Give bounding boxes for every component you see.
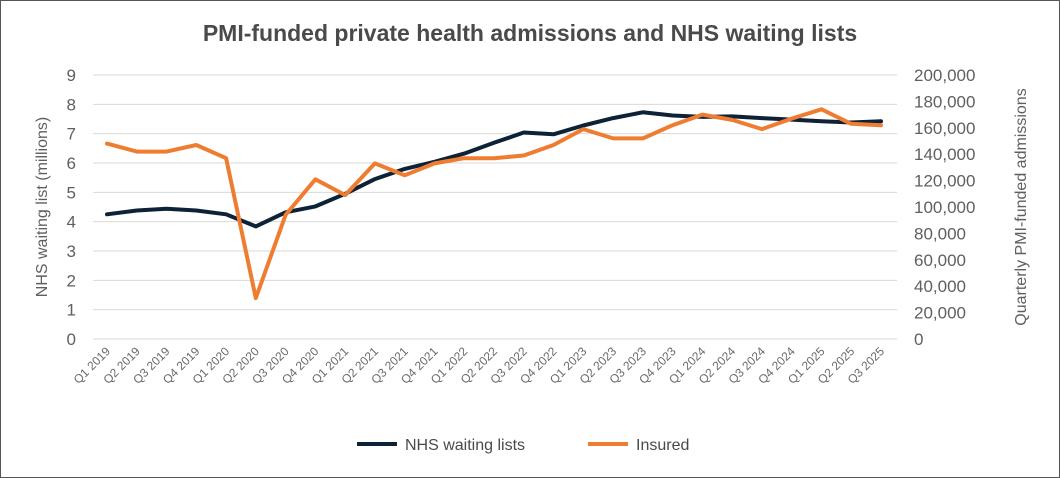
left-axis-ticks: 0 1 2 3 4 5 6 7 8 9 (67, 66, 76, 349)
right-tick-label: 140,000 (914, 145, 975, 164)
left-tick-label: 0 (67, 330, 76, 349)
right-tick-label: 60,000 (914, 251, 966, 270)
right-tick-label: 40,000 (914, 277, 966, 296)
right-tick-label: 20,000 (914, 304, 966, 323)
series-line-nhs-waiting-lists (105, 110, 883, 229)
right-axis-label: Quarterly PMI-funded admissions (1013, 88, 1030, 325)
right-tick-label: 160,000 (914, 119, 975, 138)
left-tick-label: 9 (67, 66, 76, 85)
left-tick-label: 8 (67, 95, 76, 114)
right-tick-label: 0 (914, 330, 923, 349)
right-tick-label: 180,000 (914, 92, 975, 111)
series-lines (105, 107, 883, 301)
left-tick-label: 1 (67, 301, 76, 320)
left-tick-label: 7 (67, 125, 76, 144)
left-tick-label: 6 (67, 154, 76, 173)
left-tick-label: 4 (67, 213, 76, 232)
gridlines (93, 74, 897, 340)
legend: NHS waiting lists Insured (357, 437, 689, 454)
right-tick-label: 100,000 (914, 198, 975, 217)
left-tick-label: 3 (67, 242, 76, 261)
left-tick-label: 5 (67, 183, 76, 202)
right-tick-label: 80,000 (914, 224, 966, 243)
right-tick-label: 200,000 (914, 66, 975, 85)
right-axis-ticks: 0 20,000 40,000 60,000 80,000 100,000 120,000 1… (914, 66, 975, 349)
left-axis-label: NHS waiting list (millions) (34, 117, 51, 297)
legend-label-insured: Insured (636, 437, 689, 454)
right-tick-label: 120,000 (914, 172, 975, 191)
legend-label-nhs-waiting-lists: NHS waiting lists (405, 437, 525, 454)
chart-title: PMI-funded private health admissions and… (203, 20, 857, 46)
left-tick-label: 2 (67, 271, 76, 290)
series-line-insured (105, 107, 883, 301)
